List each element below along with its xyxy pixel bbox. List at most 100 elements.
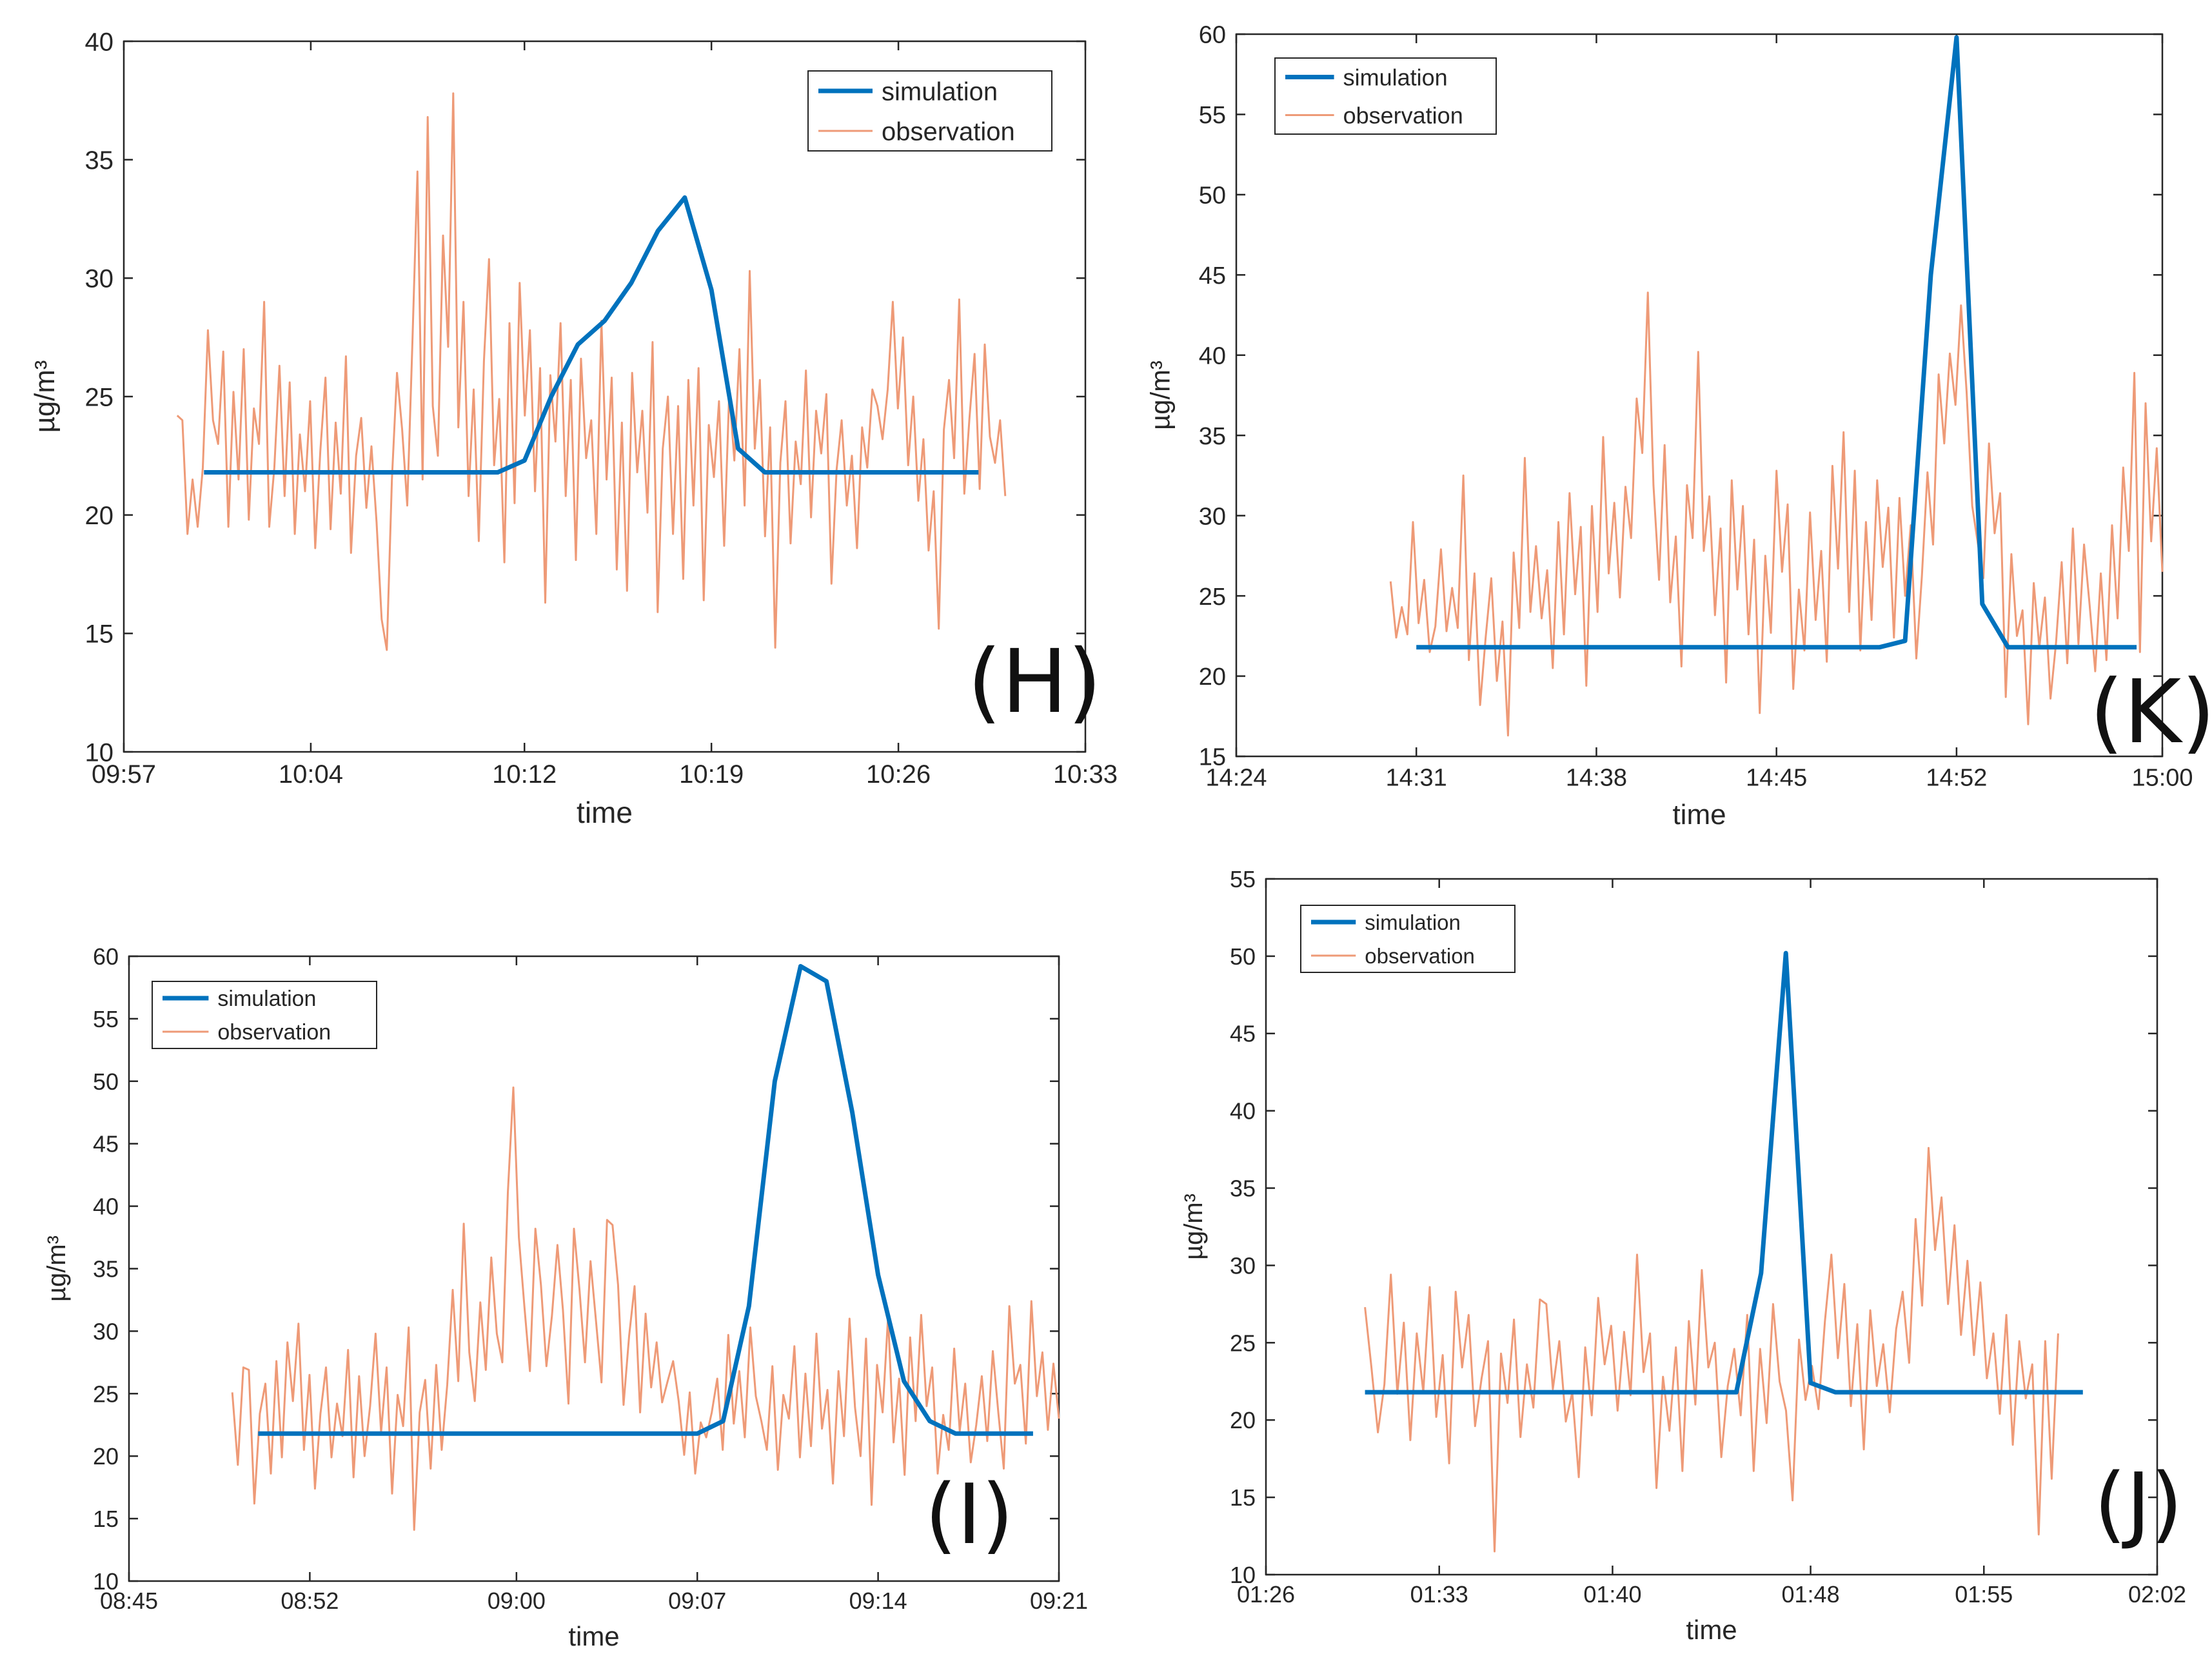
- legend-label-simulation: simulation: [1343, 64, 1448, 90]
- legend-label-observation: observation: [882, 117, 1015, 146]
- chart-panel-k: 15 20 25 30 35 40 45 50 55 60 14:24 14:31 14:38 14:45…: [1145, 22, 2212, 831]
- y-tick-label: 45: [93, 1131, 119, 1157]
- y-tick-label: 30: [93, 1318, 119, 1344]
- y-tick-label: 30: [1199, 503, 1226, 530]
- observation-series-line: [1389, 291, 2164, 737]
- legend-label-observation: observation: [217, 1020, 331, 1045]
- y-tick-label: 45: [1230, 1021, 1256, 1047]
- x-axis-label: time: [1686, 1615, 1737, 1645]
- simulation-series-line: [204, 195, 979, 475]
- panel-letter-k: (K): [2089, 662, 2212, 763]
- y-tick-label: 40: [1199, 342, 1226, 369]
- legend-box: [152, 981, 377, 1049]
- y-tick-label: 50: [1199, 182, 1226, 210]
- x-tick-label: 08:45: [100, 1588, 158, 1614]
- legend-box: [807, 70, 1052, 152]
- y-tick-label: 35: [85, 146, 114, 175]
- y-tick-label: 50: [1230, 943, 1256, 970]
- y-tick-label: 55: [1230, 866, 1256, 892]
- y-tick-label: 30: [85, 265, 114, 293]
- x-tick-label: 10:12: [492, 760, 557, 789]
- y-tick-label: 15: [1199, 744, 1226, 771]
- y-axis-label: µg/m³: [1145, 360, 1175, 430]
- chart-panel-h: 10 15 20 25 30 35 40 09:57 10:04 10:12 10:19 10:26 1…: [29, 28, 1118, 829]
- simulation-series-line: [1365, 950, 2083, 1395]
- legend-label-simulation: simulation: [217, 987, 316, 1011]
- y-tick-label: 25: [85, 383, 114, 411]
- x-tick-label: 01:55: [1955, 1581, 2013, 1608]
- legend-label-simulation: simulation: [882, 77, 998, 106]
- observation-series-line: [176, 92, 1007, 651]
- y-tick-label: 35: [1230, 1175, 1256, 1202]
- observation-series-line: [231, 1087, 1060, 1531]
- y-tick-label: 20: [1230, 1407, 1256, 1433]
- x-tick-label: 01:48: [1782, 1581, 1840, 1608]
- y-tick-label: 40: [93, 1194, 119, 1220]
- legend-k: simulation observation: [1274, 57, 1497, 135]
- legend-label-observation: observation: [1365, 944, 1475, 968]
- y-tick-label: 55: [1199, 102, 1226, 129]
- x-tick-label: 10:26: [866, 760, 931, 789]
- y-axis-label: µg/m³: [43, 1235, 71, 1302]
- y-tick-label: 35: [93, 1255, 119, 1282]
- x-tick-label: 15:00: [2131, 765, 2193, 792]
- simulation-series-line: [1416, 35, 2137, 650]
- legend-box: [1300, 905, 1516, 973]
- y-axis-label: µg/m³: [1180, 1194, 1208, 1260]
- y-tick-label: 15: [93, 1506, 119, 1532]
- x-tick-label: 02:02: [2128, 1581, 2186, 1608]
- simulation-series-line: [258, 964, 1033, 1436]
- y-tick-label: 20: [85, 502, 114, 530]
- legend-h: simulation observation: [807, 70, 1052, 152]
- y-tick-label: 25: [93, 1381, 119, 1407]
- y-tick-label: 55: [93, 1006, 119, 1032]
- x-tick-label: 14:24: [1205, 765, 1267, 792]
- y-tick-label: 45: [1199, 262, 1226, 290]
- x-tick-label: 01:26: [1237, 1581, 1295, 1608]
- x-axis-label: time: [577, 796, 633, 829]
- panel-letter-j: (J): [2094, 1456, 2183, 1552]
- y-tick-label: 50: [93, 1068, 119, 1095]
- legend-i: simulation observation: [152, 981, 377, 1049]
- x-tick-label: 09:00: [488, 1588, 546, 1614]
- chart-panel-j: 10 15 20 25 30 35 40 45 50 55 01:26 01:33 01:40 01:48…: [1180, 866, 2186, 1645]
- legend-box: [1274, 57, 1497, 135]
- x-tick-label: 10:04: [279, 760, 343, 789]
- legend-label-observation: observation: [1343, 102, 1463, 128]
- y-tick-label: 25: [1199, 584, 1226, 611]
- x-axis-label: time: [568, 1621, 619, 1651]
- y-tick-label: 10: [93, 1568, 119, 1595]
- x-tick-label: 10:33: [1053, 760, 1118, 789]
- y-tick-label: 60: [1199, 22, 1226, 49]
- x-tick-label: 01:33: [1410, 1581, 1468, 1608]
- observation-series-line: [1364, 1146, 2059, 1553]
- x-tick-label: 10:19: [679, 760, 744, 789]
- x-tick-label: 09:21: [1030, 1588, 1088, 1614]
- chart-panel-i: 10 15 20 25 30 35 40 45 50 55 60 08:45 08:52 09:00 09:…: [43, 943, 1088, 1651]
- x-axis-label: time: [1672, 799, 1726, 831]
- y-tick-label: 40: [85, 28, 114, 56]
- y-tick-label: 30: [1230, 1252, 1256, 1279]
- plot-area-i: [128, 955, 1060, 1582]
- y-tick-label: 15: [1230, 1484, 1256, 1511]
- y-tick-label: 20: [1199, 664, 1226, 691]
- y-tick-label: 35: [1199, 423, 1226, 450]
- y-tick-label: 10: [1230, 1562, 1256, 1588]
- y-tick-label: 10: [85, 738, 114, 767]
- x-tick-label: 08:52: [281, 1588, 339, 1614]
- x-tick-label: 01:40: [1583, 1581, 1641, 1608]
- x-tick-label: 14:45: [1746, 765, 1807, 792]
- x-tick-label: 09:14: [849, 1588, 907, 1614]
- legend-j: simulation observation: [1300, 905, 1516, 973]
- y-tick-label: 25: [1230, 1330, 1256, 1356]
- y-tick-label: 15: [85, 620, 114, 649]
- legend-label-simulation: simulation: [1365, 910, 1461, 934]
- x-tick-label: 14:38: [1566, 765, 1627, 792]
- y-tick-label: 20: [93, 1443, 119, 1470]
- panel-letter-h: (H): [967, 631, 1101, 733]
- y-tick-label: 40: [1230, 1098, 1256, 1125]
- y-axis-label: µg/m³: [29, 360, 61, 433]
- plot-area-j: [1265, 878, 2158, 1576]
- x-tick-label: 14:52: [1926, 765, 1987, 792]
